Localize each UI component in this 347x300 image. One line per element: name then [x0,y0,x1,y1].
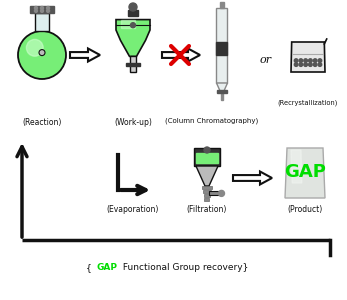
FancyArrow shape [233,172,272,184]
FancyArrow shape [162,49,200,62]
Circle shape [294,63,298,66]
Circle shape [26,39,43,56]
Bar [30,6,54,13]
Polygon shape [291,42,325,72]
Text: (Filtration): (Filtration) [187,205,227,214]
Circle shape [46,9,50,12]
Circle shape [313,59,317,62]
Circle shape [129,3,137,11]
Circle shape [130,23,135,28]
Text: (Column Chromatography): (Column Chromatography) [166,118,259,124]
Bar [202,186,212,189]
Text: GAP: GAP [284,163,326,181]
Text: {: { [86,263,95,272]
Polygon shape [196,166,218,186]
Circle shape [219,190,225,196]
Bar [35,13,49,31]
Bar [196,153,218,163]
Bar [204,194,210,197]
Text: or: or [260,55,272,65]
Polygon shape [217,83,228,92]
Text: (Product): (Product) [287,205,323,214]
Polygon shape [121,20,135,28]
Circle shape [304,63,307,66]
Text: GAP: GAP [97,263,118,272]
Circle shape [34,7,37,10]
Polygon shape [285,148,325,198]
Circle shape [304,59,307,62]
Polygon shape [291,150,302,183]
Circle shape [308,63,312,66]
Bar [217,8,228,83]
Text: (Reaction): (Reaction) [22,118,62,127]
FancyArrow shape [70,49,100,62]
Bar [217,90,227,93]
Circle shape [34,9,37,12]
Circle shape [308,59,312,62]
Text: (Work-up): (Work-up) [114,118,152,127]
Circle shape [294,59,298,62]
Circle shape [299,63,303,66]
Text: (Recrystallization): (Recrystallization) [278,100,338,106]
Bar [126,63,140,66]
Text: (Evaporation): (Evaporation) [107,205,159,214]
Bar [128,10,138,16]
Circle shape [313,63,317,66]
Bar [130,56,136,72]
Polygon shape [116,20,150,56]
Circle shape [318,59,322,62]
Circle shape [41,9,43,12]
Circle shape [204,147,210,153]
Text: Functional Group recovery}: Functional Group recovery} [120,263,248,272]
Circle shape [46,7,50,10]
Bar [220,2,224,8]
Circle shape [299,59,303,62]
Circle shape [18,31,66,79]
Bar [221,92,223,100]
Circle shape [39,50,45,56]
Bar [194,148,220,166]
Bar [210,191,221,195]
Bar [217,42,228,55]
Bar [204,198,210,201]
Circle shape [41,7,43,10]
Circle shape [318,63,322,66]
Bar [203,190,211,193]
